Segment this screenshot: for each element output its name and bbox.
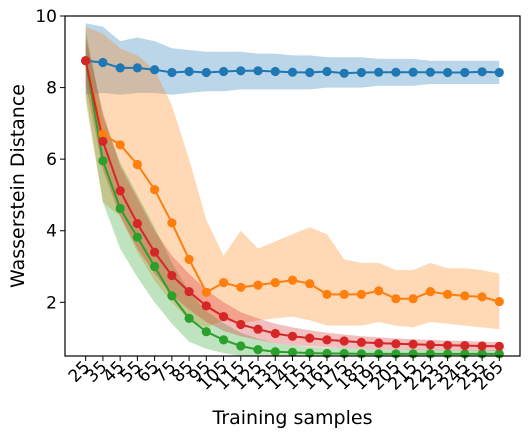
x-axis: 2535455565758595105115125135145155165175… xyxy=(65,356,508,394)
y-tick-label: 2 xyxy=(46,293,57,313)
series-1-band xyxy=(85,26,500,330)
series-0-point xyxy=(132,63,142,73)
series-3-point xyxy=(201,301,211,311)
series-3-point xyxy=(460,341,470,351)
series-0-point xyxy=(115,63,125,73)
series-3-point xyxy=(305,333,315,343)
series-2-point xyxy=(219,335,229,345)
series-1-point xyxy=(443,289,453,299)
series-0-point xyxy=(374,67,384,77)
series-3-point xyxy=(287,331,298,341)
confidence-bands xyxy=(85,23,500,357)
series-3-point xyxy=(408,339,418,349)
series-2-point xyxy=(287,347,298,357)
series-2-point xyxy=(201,327,211,337)
series-3-point xyxy=(98,136,108,146)
series-0-point xyxy=(253,66,263,76)
series-0-point xyxy=(460,67,470,78)
series-3-point xyxy=(184,287,194,297)
x-axis-title: Training samples xyxy=(212,407,373,429)
series-0-point xyxy=(98,57,108,68)
series-0-point xyxy=(201,67,211,78)
series-1-point xyxy=(477,292,487,302)
series-3-point xyxy=(477,341,487,351)
series-0-point xyxy=(150,65,160,75)
series-0-point xyxy=(494,67,504,78)
series-2-point xyxy=(98,156,108,166)
series-0-point xyxy=(339,68,349,78)
series-1-point xyxy=(167,218,177,228)
series-3-point xyxy=(253,324,263,334)
series-1-point xyxy=(287,275,298,285)
series-1-point xyxy=(236,282,246,292)
series-0-point xyxy=(391,67,401,77)
series-3-point xyxy=(425,340,435,350)
series-1-point xyxy=(270,278,280,288)
series-1-point xyxy=(425,287,435,297)
series-3-point xyxy=(494,341,504,351)
series-1-point xyxy=(305,279,315,289)
series-1-point xyxy=(115,140,125,150)
series-0-point xyxy=(408,67,418,77)
series-1-point xyxy=(150,185,160,195)
series-0-point xyxy=(322,66,332,77)
series-2-point xyxy=(132,232,142,242)
y-axis-title: Wasserstein Distance xyxy=(7,84,29,288)
series-3-point xyxy=(236,319,246,330)
series-0-point xyxy=(477,67,487,77)
series-0-point xyxy=(184,66,194,77)
series-1-point xyxy=(356,289,366,299)
series-3-point xyxy=(443,340,453,350)
series-3-point xyxy=(115,186,125,196)
y-tick-label: 10 xyxy=(35,7,57,27)
series-2-point xyxy=(167,291,177,301)
series-3-point xyxy=(322,335,332,345)
series-3-point xyxy=(132,219,142,229)
series-2-point xyxy=(236,341,246,351)
series-1-point xyxy=(322,289,332,299)
series-3-point xyxy=(167,270,177,281)
series-2-point xyxy=(115,203,125,214)
series-2-point xyxy=(150,261,160,272)
series-1-point xyxy=(201,287,211,297)
series-1-point xyxy=(184,254,194,264)
series-1-point xyxy=(339,289,349,299)
series-3-point xyxy=(150,247,160,257)
series-2-point xyxy=(270,347,280,357)
y-tick-label: 4 xyxy=(46,222,57,242)
series-0-point xyxy=(236,66,246,76)
series-0-point xyxy=(356,67,366,78)
series-3-point xyxy=(374,338,384,348)
series-0-point xyxy=(167,67,177,78)
series-0-point xyxy=(219,66,229,77)
series-1-point xyxy=(408,294,418,304)
series-0-point xyxy=(305,67,315,78)
series-0-point xyxy=(425,67,435,77)
series-1-point xyxy=(132,159,142,170)
series-1-point xyxy=(253,280,263,290)
series-1-point xyxy=(374,286,384,296)
series-3-point xyxy=(391,339,401,349)
series-3-point xyxy=(339,336,349,346)
series-3-point xyxy=(81,56,91,66)
series-0-point xyxy=(443,67,453,78)
series-2-point xyxy=(184,313,194,323)
series-1-point xyxy=(98,129,108,139)
series-0-band xyxy=(85,23,500,95)
y-tick-label: 8 xyxy=(46,79,57,99)
series-1-point xyxy=(494,297,504,307)
y-axis: 2 4 6 8 10 xyxy=(35,7,65,313)
series-3-point xyxy=(356,337,366,347)
series-2-point xyxy=(253,345,263,355)
series-0-point xyxy=(287,67,298,77)
y-tick-label: 6 xyxy=(46,150,57,170)
series-1-point xyxy=(219,278,229,288)
series-3-point xyxy=(270,328,280,339)
series-3-point xyxy=(219,312,229,322)
series-1-point xyxy=(460,291,470,301)
series-0-point xyxy=(270,66,280,77)
series-1-point xyxy=(391,294,401,304)
